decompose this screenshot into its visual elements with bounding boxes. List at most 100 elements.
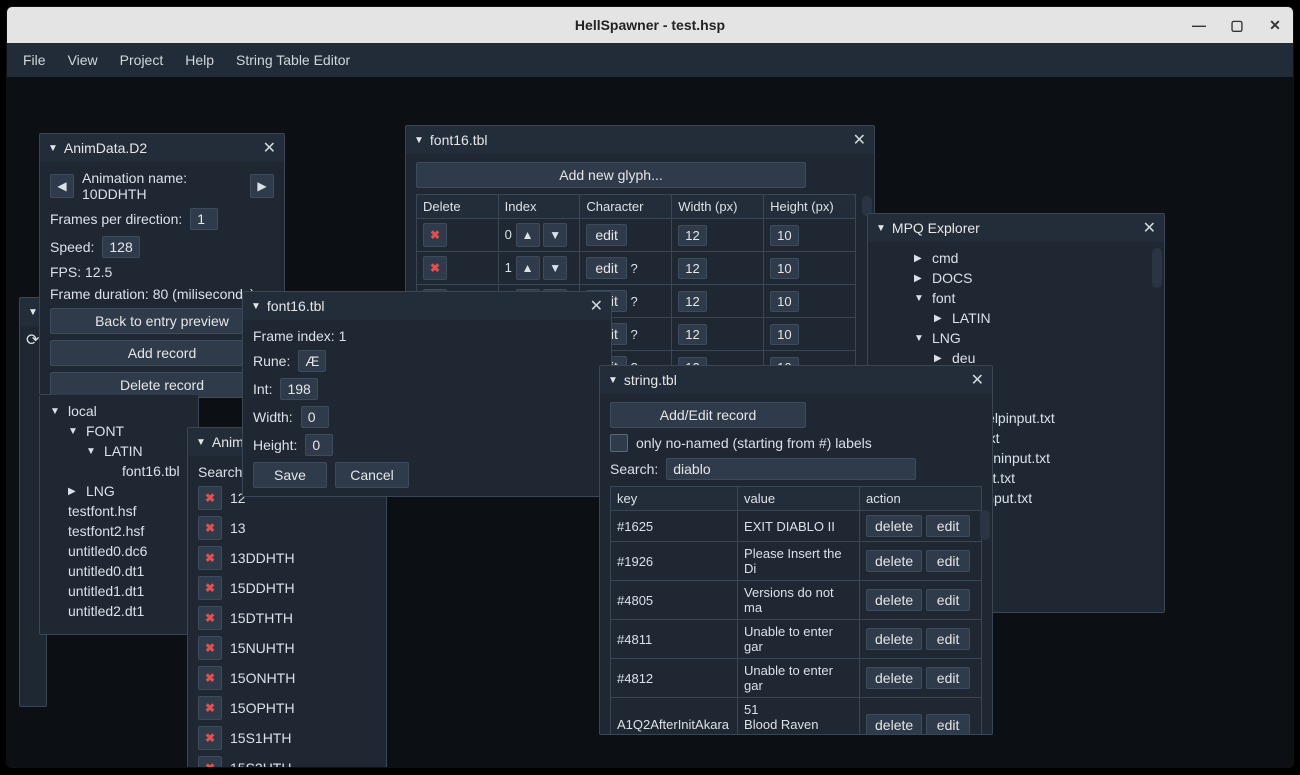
delete-entry-button[interactable]: ✖ (198, 756, 222, 768)
delete-entry-button[interactable]: ✖ (198, 576, 222, 600)
delete-string-button[interactable]: delete (866, 714, 922, 736)
edit-string-button[interactable]: edit (926, 714, 971, 736)
index-down-button[interactable]: ▼ (543, 223, 567, 247)
edit-string-button[interactable]: edit (926, 550, 971, 572)
tree-item[interactable]: ▶LNG (50, 481, 188, 501)
tree-item[interactable]: untitled2.dt1 (50, 601, 188, 621)
font16-editor-titlebar[interactable]: ▼ font16.tbl ✕ (243, 292, 611, 320)
anim-entry-label[interactable]: 13DDHTH (230, 550, 295, 566)
delete-glyph-button[interactable]: ✖ (423, 223, 447, 247)
vertical-scrollbar[interactable] (980, 510, 990, 540)
edit-string-button[interactable]: edit (926, 628, 971, 650)
delete-entry-button[interactable]: ✖ (198, 486, 222, 510)
back-to-preview-button[interactable]: Back to entry preview (50, 308, 274, 334)
tree-item[interactable]: ▶LATIN (884, 308, 1148, 328)
index-up-button[interactable]: ▲ (516, 223, 540, 247)
delete-string-button[interactable]: delete (866, 515, 922, 537)
speed-input[interactable]: 128 (102, 236, 139, 258)
tree-item[interactable]: testfont.hsf (50, 501, 188, 521)
edit-glyph-button[interactable]: edit (586, 257, 627, 279)
delete-entry-button[interactable]: ✖ (198, 666, 222, 690)
edit-string-button[interactable]: edit (926, 667, 971, 689)
delete-entry-button[interactable]: ✖ (198, 516, 222, 540)
string-tbl-titlebar[interactable]: ▼ string.tbl ✕ (600, 366, 992, 394)
only-no-named-checkbox[interactable] (610, 434, 628, 452)
next-animation-button[interactable]: ▶ (250, 174, 274, 198)
menu-view[interactable]: View (68, 52, 98, 68)
prev-animation-button[interactable]: ◀ (50, 174, 74, 198)
delete-entry-button[interactable]: ✖ (198, 606, 222, 630)
anim-entry-label[interactable]: 13 (230, 520, 246, 536)
width-input[interactable]: 0 (301, 406, 329, 428)
menu-string-table-editor[interactable]: String Table Editor (236, 52, 350, 68)
delete-entry-button[interactable]: ✖ (198, 696, 222, 720)
anim-entry-label[interactable]: 15S1HTH (230, 730, 291, 746)
edit-string-button[interactable]: edit (926, 589, 971, 611)
glyph-width-input[interactable]: 12 (678, 324, 706, 345)
vertical-scrollbar[interactable] (1152, 248, 1162, 288)
tree-item[interactable]: untitled0.dc6 (50, 541, 188, 561)
tree-item[interactable]: ▼LNG (884, 328, 1148, 348)
close-icon[interactable]: ✕ (590, 296, 603, 316)
close-button[interactable]: ✕ (1263, 17, 1287, 34)
close-icon[interactable]: ✕ (853, 130, 866, 150)
glyph-width-input[interactable]: 12 (678, 291, 706, 312)
anim-entry-label[interactable]: 15ONHTH (230, 670, 295, 686)
tree-item[interactable]: ▼FONT (50, 421, 188, 441)
glyph-width-input[interactable]: 12 (678, 258, 706, 279)
minimize-button[interactable]: — (1187, 17, 1211, 33)
index-down-button[interactable]: ▼ (543, 256, 567, 280)
height-input[interactable]: 0 (305, 434, 333, 456)
add-record-button[interactable]: Add record (50, 340, 274, 366)
tree-item[interactable]: untitled0.dt1 (50, 561, 188, 581)
int-input[interactable]: 198 (280, 378, 317, 400)
close-icon[interactable]: ✕ (971, 370, 984, 390)
maximize-button[interactable]: ▢ (1225, 17, 1249, 34)
delete-string-button[interactable]: delete (866, 589, 922, 611)
index-up-button[interactable]: ▲ (516, 256, 540, 280)
fpd-input[interactable]: 1 (190, 208, 218, 230)
tree-item[interactable]: untitled1.dt1 (50, 581, 188, 601)
menu-project[interactable]: Project (120, 52, 164, 68)
glyph-height-input[interactable]: 10 (770, 258, 798, 279)
delete-string-button[interactable]: delete (866, 550, 922, 572)
close-icon[interactable]: ✕ (1143, 218, 1156, 238)
tree-item[interactable]: font16.tbl (50, 461, 188, 481)
tree-item[interactable]: testfont2.hsf (50, 521, 188, 541)
search-input[interactable]: diablo (666, 458, 916, 480)
anim-entry-label[interactable]: 15DTHTH (230, 610, 293, 626)
glyph-height-input[interactable]: 10 (770, 291, 798, 312)
anim-entry-label[interactable]: 15NUHTH (230, 640, 295, 656)
font16-main-titlebar[interactable]: ▼ font16.tbl ✕ (406, 126, 874, 154)
tree-item[interactable]: ▼LATIN (50, 441, 188, 461)
tree-item[interactable]: ▶DOCS (884, 268, 1148, 288)
menu-help[interactable]: Help (185, 52, 214, 68)
close-icon[interactable]: ✕ (263, 138, 276, 158)
tree-item[interactable]: ▼local (50, 401, 188, 421)
delete-string-button[interactable]: delete (866, 667, 922, 689)
anim-entry-label[interactable]: 15S2HTH (230, 760, 291, 768)
cancel-button[interactable]: Cancel (335, 462, 409, 488)
glyph-height-input[interactable]: 10 (770, 225, 798, 246)
delete-entry-button[interactable]: ✖ (198, 636, 222, 660)
add-new-glyph-button[interactable]: Add new glyph... (416, 162, 806, 188)
animdata-titlebar[interactable]: ▼ AnimData.D2 ✕ (40, 134, 284, 162)
add-edit-record-button[interactable]: Add/Edit record (610, 402, 806, 428)
menu-file[interactable]: File (23, 52, 46, 68)
save-button[interactable]: Save (253, 462, 327, 488)
edit-glyph-button[interactable]: edit (586, 224, 627, 246)
mpq-titlebar[interactable]: ▼ MPQ Explorer ✕ (868, 214, 1164, 242)
delete-entry-button[interactable]: ✖ (198, 546, 222, 570)
glyph-width-input[interactable]: 12 (678, 225, 706, 246)
anim-entry-label[interactable]: 15DDHTH (230, 580, 295, 596)
delete-glyph-button[interactable]: ✖ (423, 256, 447, 280)
delete-string-button[interactable]: delete (866, 628, 922, 650)
tree-item[interactable]: ▶cmd (884, 248, 1148, 268)
anim-entry-label[interactable]: 15OPHTH (230, 700, 295, 716)
glyph-height-input[interactable]: 10 (770, 324, 798, 345)
refresh-icon[interactable]: ⟳ (26, 332, 39, 349)
edit-string-button[interactable]: edit (926, 515, 971, 537)
tree-item[interactable]: ▼font (884, 288, 1148, 308)
delete-entry-button[interactable]: ✖ (198, 726, 222, 750)
rune-input[interactable]: Æ (298, 350, 326, 372)
